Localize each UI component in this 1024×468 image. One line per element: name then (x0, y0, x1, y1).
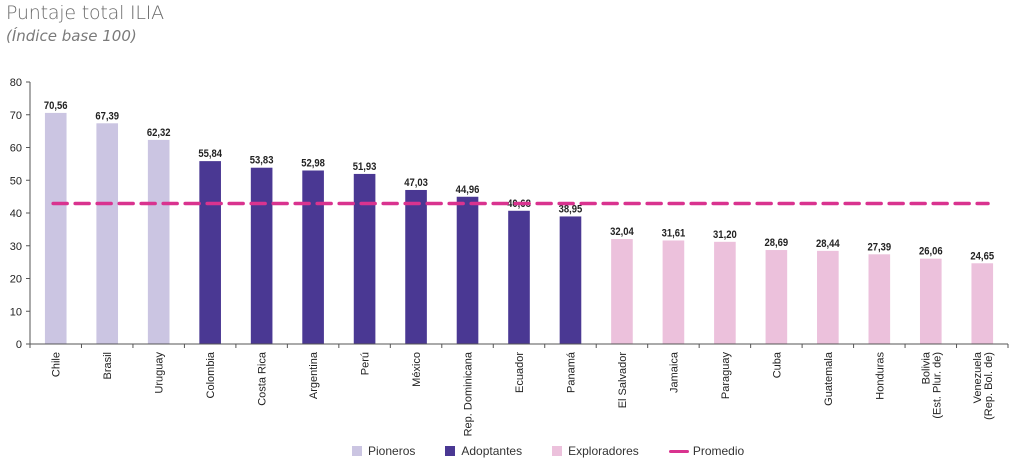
legend-label: Adoptantes (461, 444, 523, 458)
bar (96, 123, 119, 344)
data-label: 51,93 (353, 161, 377, 173)
legend-swatch-exploradores (552, 446, 563, 456)
category-label: Costa Rica (257, 351, 269, 406)
data-label: 47,03 (404, 177, 428, 189)
category-label: Brasil (102, 352, 114, 380)
data-label: 32,04 (610, 226, 634, 238)
data-label: 70,56 (44, 100, 68, 112)
legend-swatch-pioneros (352, 446, 362, 456)
bar (714, 241, 736, 344)
y-axis: 0 10 20 30 40 50 60 70 80 (10, 77, 31, 351)
data-label: 31,61 (662, 228, 686, 240)
bar (765, 250, 788, 344)
category-label: Panamá (565, 351, 577, 393)
bar (199, 161, 221, 344)
bar (919, 258, 942, 344)
category-label: Argentina (308, 351, 320, 399)
category-label: Chile (51, 352, 63, 377)
legend-swatch-promedio (668, 449, 689, 453)
bar (971, 263, 994, 344)
bar (405, 189, 427, 344)
category-label: Honduras (874, 352, 886, 400)
y-tick-label: 80 (10, 77, 22, 89)
category-label: México (411, 352, 423, 387)
category-label: El Salvador (617, 352, 629, 409)
bar (868, 254, 891, 344)
category-label: Venezuela (972, 351, 984, 403)
category-label: (Est. Plur. de) (931, 352, 943, 419)
legend-item-adoptantes: Adoptantes (445, 444, 522, 458)
legend-label: Exploradores (568, 444, 639, 458)
legend: Pioneros Adoptantes Exploradores Promedi… (352, 444, 774, 458)
chart-title: Puntaje total ILIA (6, 2, 164, 24)
y-tick-label: 10 (10, 306, 22, 318)
bar (353, 173, 376, 344)
data-label: 28,44 (816, 238, 840, 250)
chart-subtitle: (Índice base 100) (6, 27, 137, 45)
bar (559, 216, 582, 344)
y-tick-label: 20 (10, 274, 22, 286)
bar (147, 139, 170, 344)
y-tick-label: 60 (10, 143, 22, 155)
y-tick-label: 30 (10, 241, 22, 253)
category-label: Rep. Dominicana (463, 351, 475, 436)
category-label: (Rep. Bol. de) (983, 352, 995, 420)
data-label: 52,98 (301, 158, 325, 170)
data-label: 53,83 (250, 155, 274, 167)
category-label: Jamaica (668, 351, 680, 393)
data-label: 67,39 (95, 111, 119, 123)
bar (508, 210, 530, 344)
y-tick-label: 0 (16, 339, 22, 351)
bar (250, 167, 273, 344)
category-label: Paraguay (720, 352, 732, 400)
data-label: 62,32 (147, 127, 171, 139)
data-label: 26,06 (919, 246, 943, 258)
category-label: Bolivia (920, 351, 932, 384)
data-label: 27,39 (867, 242, 891, 254)
category-label: Colombia (205, 351, 217, 398)
bars: 70,56 67,39 62,32 55,84 53,83 52,98 51,93 47,03… (44, 100, 994, 344)
y-tick-label: 70 (10, 110, 22, 122)
bar (44, 112, 67, 344)
category-label: Cuba (771, 351, 783, 378)
category-label: Uruguay (154, 352, 166, 394)
category-label: Guatemala (823, 351, 835, 406)
y-tick-label: 50 (10, 175, 22, 187)
bar-chart: 0 10 20 30 40 50 60 70 80 70,56 67,39 62,32 55,84 53… (10, 77, 1009, 436)
bar (662, 240, 685, 344)
bar (817, 250, 839, 344)
data-label: 24,65 (970, 251, 994, 263)
bar (302, 170, 324, 344)
category-label: Ecuador (514, 352, 526, 393)
bar (456, 196, 479, 344)
legend-label: Promedio (692, 444, 745, 458)
data-label: 31,20 (713, 229, 737, 241)
data-label: 44,96 (456, 184, 480, 196)
bar (611, 239, 633, 344)
data-label: 38,95 (559, 204, 583, 216)
legend-item-exploradores: Exploradores (552, 444, 639, 458)
legend-label: Pioneros (368, 444, 416, 458)
legend-item-pioneros: Pioneros (352, 444, 415, 458)
x-axis: Chile Brasil Uruguay Colombia Costa Rica Arge… (29, 343, 1009, 436)
y-tick-label: 40 (10, 208, 22, 220)
data-label: 28,69 (765, 237, 789, 249)
category-label: Perú (360, 352, 372, 375)
legend-item-promedio: Promedio (668, 444, 745, 458)
legend-swatch-adoptantes (445, 446, 456, 456)
data-label: 55,84 (198, 149, 222, 161)
